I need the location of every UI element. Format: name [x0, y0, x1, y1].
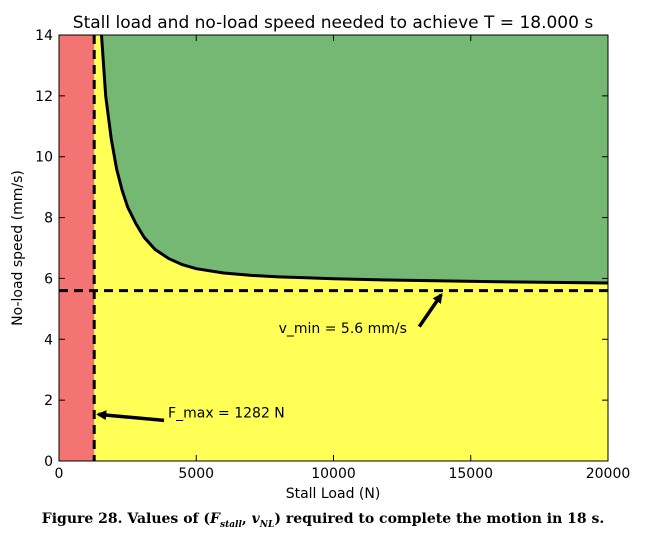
annotation-f-max: F_max = 1282 N [168, 405, 285, 421]
arrow-f-max [96, 410, 165, 423]
x-tick-label: 5000 [178, 466, 214, 482]
region-infeasible-force [59, 35, 95, 461]
y-tick-label: 4 [44, 332, 53, 348]
x-tick-label: 15000 [448, 466, 493, 482]
x-axis: 0 5000 10000 15000 20000 [55, 35, 631, 482]
annotation-v-min: v_min = 5.6 mm/s [279, 321, 407, 337]
x-tick-label: 10000 [311, 466, 356, 482]
y-tick-label: 14 [35, 28, 53, 44]
plot-overlays [59, 35, 608, 461]
y-axis: 0 2 4 6 8 10 12 14 [35, 28, 608, 470]
y-tick-label: 2 [44, 393, 53, 409]
y-tick-label: 6 [44, 271, 53, 287]
caption-v: v [251, 511, 260, 527]
y-tick-label: 10 [35, 150, 53, 166]
x-tick-label: 20000 [586, 466, 631, 482]
chart: Stall load and no-load speed needed to a… [10, 13, 631, 502]
plot-area [59, 35, 608, 461]
figure-caption: Figure 28. Values of (Fstall, vNL) requi… [0, 511, 646, 530]
arrow-v-min [417, 292, 443, 328]
annotations: v_min = 5.6 mm/s F_max = 1282 N [96, 292, 443, 423]
region-feasible [101, 35, 608, 283]
x-axis-label: Stall Load (N) [286, 486, 381, 502]
caption-f-sub: stall [220, 519, 242, 530]
y-tick-label: 0 [44, 454, 53, 470]
caption-sep: , [241, 511, 252, 527]
y-tick-label: 12 [35, 89, 53, 105]
caption-prefix: Figure 28. Values of ( [41, 511, 211, 527]
caption-suffix: ) required to complete the motion in 18 … [274, 511, 605, 527]
x-tick-label: 0 [55, 466, 64, 482]
y-tick-label: 8 [44, 211, 53, 227]
chart-title: Stall load and no-load speed needed to a… [73, 13, 594, 33]
y-axis-label: No-load speed (mm/s) [10, 170, 26, 326]
caption-f: F [210, 511, 220, 527]
caption-v-sub: NL [259, 519, 275, 530]
boundary-curve [100, 35, 608, 285]
